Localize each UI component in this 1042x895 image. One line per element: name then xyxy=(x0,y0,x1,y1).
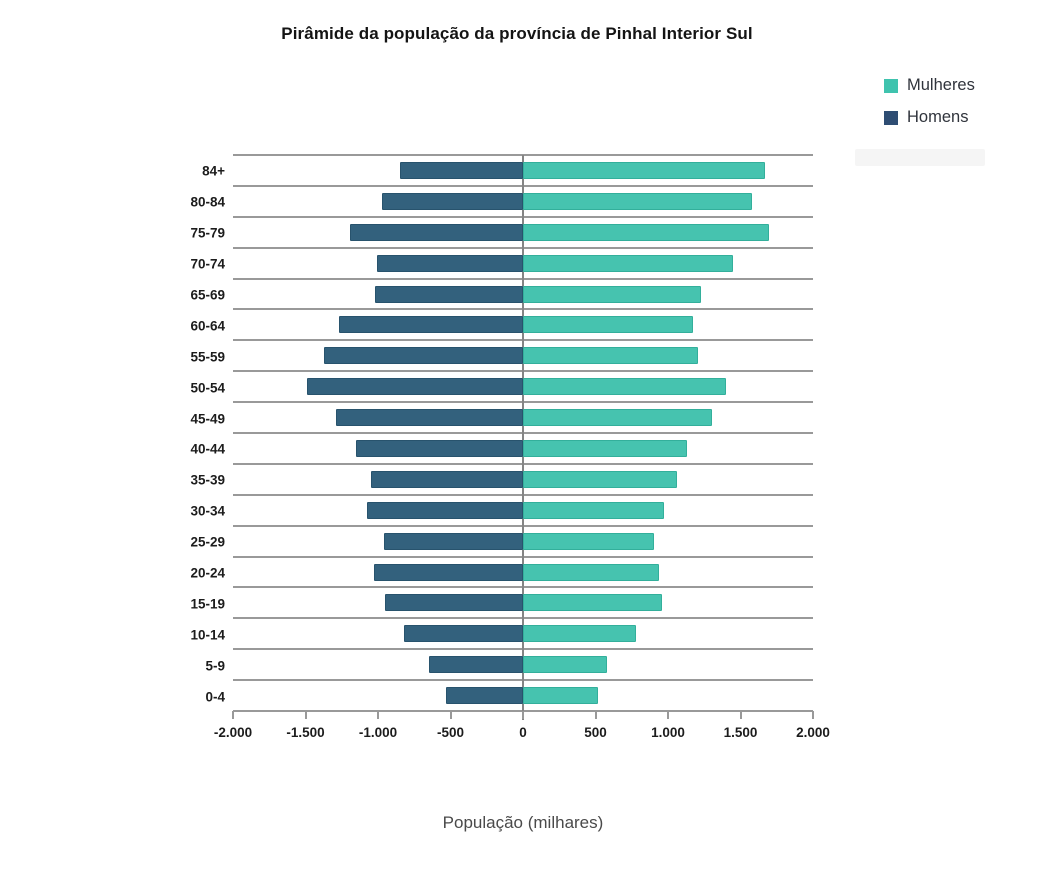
bar-mulheres-35-39[interactable] xyxy=(523,470,677,488)
y-axis-label: 5-9 xyxy=(205,658,225,674)
y-axis-label: 75-79 xyxy=(190,225,225,241)
bar-homens-15-19[interactable] xyxy=(384,594,523,612)
chart-toolbar-faded xyxy=(855,149,985,166)
x-axis-tick-label: -500 xyxy=(436,725,465,740)
x-axis-tick xyxy=(522,711,524,719)
bar-mulheres-20-24[interactable] xyxy=(523,563,660,581)
bar-mulheres-75-79[interactable] xyxy=(523,223,769,241)
y-axis-label: 10-14 xyxy=(190,627,225,643)
y-axis-label: 45-49 xyxy=(190,411,225,427)
bar-mulheres-40-44[interactable] xyxy=(523,439,687,457)
x-axis-tick xyxy=(377,711,379,719)
bar-mulheres-5-9[interactable] xyxy=(523,656,608,674)
x-axis-tick-label: 2.000 xyxy=(796,725,830,740)
bar-homens-5-9[interactable] xyxy=(428,656,523,674)
bar-mulheres-70-74[interactable] xyxy=(523,254,734,272)
x-axis-tick xyxy=(232,711,234,719)
homens-swatch-icon xyxy=(884,110,898,125)
bar-homens-50-54[interactable] xyxy=(306,378,523,396)
x-axis-tick xyxy=(812,711,814,719)
x-axis-tick-label: -2.000 xyxy=(213,725,253,740)
bar-homens-20-24[interactable] xyxy=(374,563,523,581)
y-axis-label: 55-59 xyxy=(190,349,225,365)
x-axis-tick-label: 500 xyxy=(584,725,607,740)
bar-mulheres-10-14[interactable] xyxy=(523,625,637,643)
y-axis-label: 50-54 xyxy=(190,380,225,396)
bar-homens-60-64[interactable] xyxy=(338,316,523,334)
y-axis-label: 65-69 xyxy=(190,287,225,303)
bar-homens-25-29[interactable] xyxy=(383,532,523,550)
bar-mulheres-30-34[interactable] xyxy=(523,501,664,519)
bar-mulheres-80-84[interactable] xyxy=(523,192,753,210)
y-axis-label: 30-34 xyxy=(190,503,225,519)
y-axis-label: 0-4 xyxy=(205,689,225,705)
y-axis-label: 20-24 xyxy=(190,565,225,581)
y-axis-label: 35-39 xyxy=(190,472,225,488)
bar-homens-70-74[interactable] xyxy=(376,254,523,272)
plot-area: 84+ 80-84 75-79 70-74 65-69 60-64 55-59 50-54 45… xyxy=(190,154,830,832)
chart-title: Pirâmide da população da província de Pi… xyxy=(281,24,753,43)
x-axis-tick xyxy=(667,711,669,719)
x-axis-tick xyxy=(449,711,452,719)
x-axis-tick-label: -1.500 xyxy=(286,725,325,740)
bar-homens-75-79[interactable] xyxy=(350,223,523,241)
x-axis-tick xyxy=(594,711,597,719)
bar-mulheres-55-59[interactable] xyxy=(523,347,699,365)
bar-mulheres-50-54[interactable] xyxy=(523,378,726,396)
bar-homens-10-14[interactable] xyxy=(404,625,523,643)
y-axis-label: 25-29 xyxy=(190,534,225,550)
bar-homens-80-84[interactable] xyxy=(382,192,523,210)
x-axis-title: População (milhares) xyxy=(442,813,604,832)
bar-homens-35-39[interactable] xyxy=(371,470,523,488)
y-axis-label: 70-74 xyxy=(190,256,225,272)
bar-homens-30-34[interactable] xyxy=(367,501,523,519)
legend: Mulheres Homens xyxy=(884,76,975,127)
bar-homens-0-4[interactable] xyxy=(446,687,523,705)
y-axis-label: 40-44 xyxy=(190,441,225,457)
x-axis-tick xyxy=(739,711,742,719)
bar-mulheres-0-4[interactable] xyxy=(523,687,598,705)
legend-label-homens: Homens xyxy=(907,108,969,126)
y-axis-label: 80-84 xyxy=(190,194,225,210)
x-axis-tick-label: 0 xyxy=(519,725,527,740)
bar-homens-40-44[interactable] xyxy=(356,439,523,457)
legend-item-mulheres[interactable]: Mulheres xyxy=(884,76,975,95)
x-axis-tick-label: -1.000 xyxy=(358,725,398,740)
bar-mulheres-15-19[interactable] xyxy=(523,594,663,612)
bar-homens-55-59[interactable] xyxy=(323,347,523,365)
y-axis-label: 60-64 xyxy=(190,318,225,334)
y-axis-label: 15-19 xyxy=(190,596,225,612)
legend-label-mulheres: Mulheres xyxy=(907,76,975,94)
x-axis-tick xyxy=(304,711,307,719)
legend-item-homens[interactable]: Homens xyxy=(884,108,975,127)
bar-mulheres-25-29[interactable] xyxy=(523,532,654,550)
bar-mulheres-45-49[interactable] xyxy=(523,409,712,427)
bar-mulheres-60-64[interactable] xyxy=(523,316,694,334)
x-axis-tick-label: 1.500 xyxy=(723,725,758,740)
mulheres-swatch-icon xyxy=(884,78,898,93)
bar-homens-65-69[interactable] xyxy=(375,285,523,303)
x-axis-tick-label: 1.000 xyxy=(651,725,685,740)
bar-mulheres-84+[interactable] xyxy=(523,161,766,179)
bar-mulheres-65-69[interactable] xyxy=(523,285,702,303)
y-axis-label: 84+ xyxy=(202,163,225,179)
bar-homens-45-49[interactable] xyxy=(335,409,523,427)
bar-homens-84+[interactable] xyxy=(399,161,523,179)
zero-axis-line xyxy=(522,155,524,720)
